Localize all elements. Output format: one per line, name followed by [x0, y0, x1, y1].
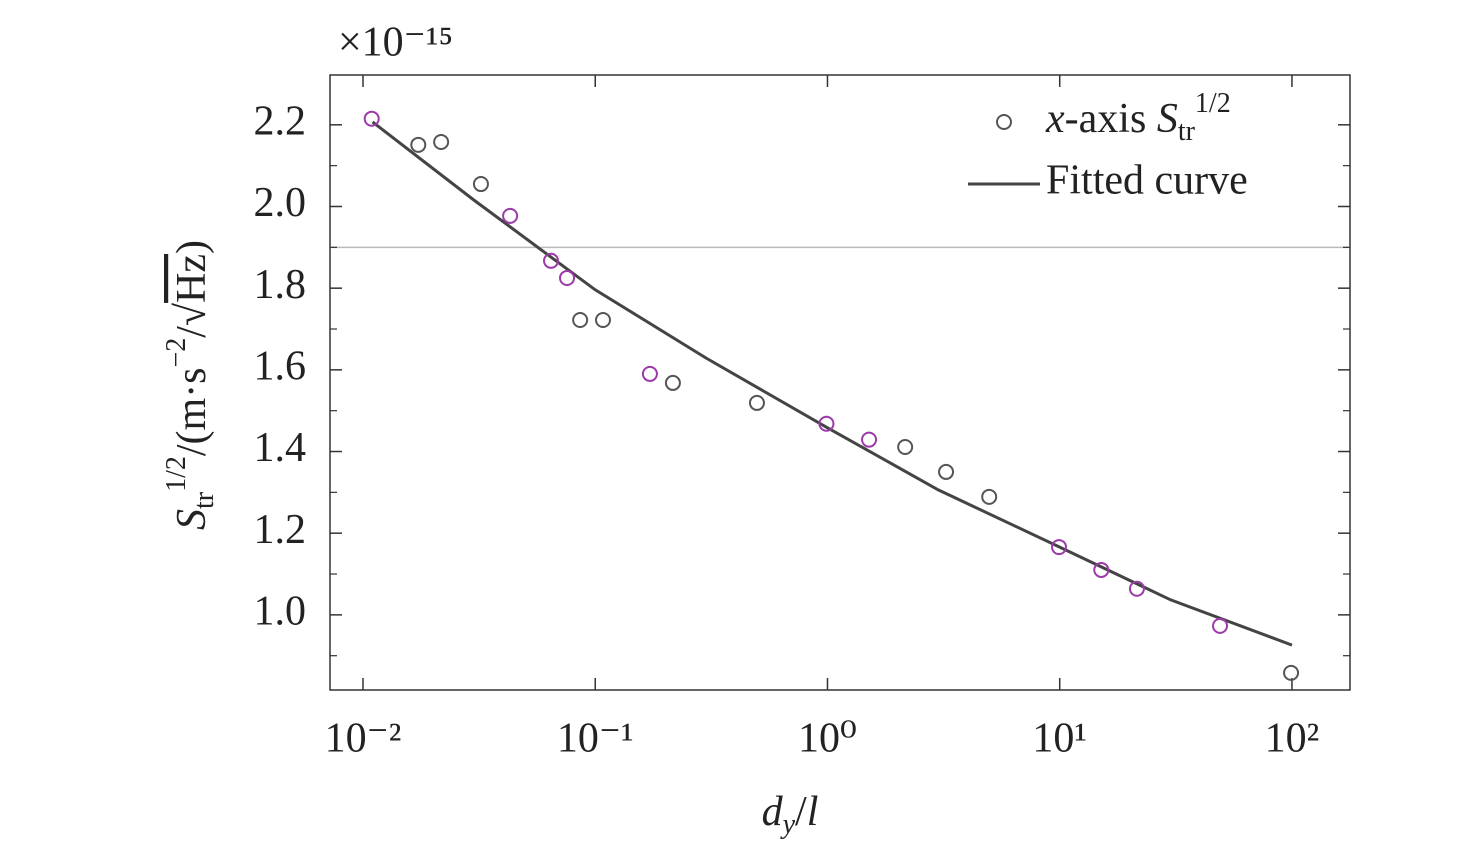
- label-part: Hz: [169, 254, 215, 303]
- label-part: S: [1157, 96, 1178, 142]
- data-point: [748, 394, 765, 411]
- data-point: [502, 207, 519, 224]
- data-point: [1212, 617, 1229, 634]
- data-point: [861, 431, 878, 448]
- data-point: [433, 133, 450, 150]
- x-axis-label: dy/l: [762, 789, 819, 841]
- label-part: tr: [1178, 116, 1196, 147]
- label-part: 1/2: [161, 456, 192, 492]
- label-part: x: [1045, 96, 1065, 142]
- label-part: 1/2: [1195, 88, 1231, 119]
- x-tick-label: 10¹: [1032, 716, 1087, 762]
- data-point: [572, 312, 589, 329]
- data-point: [1283, 664, 1300, 681]
- label-part: y: [780, 809, 796, 840]
- data-point: [594, 312, 611, 329]
- data-point: [363, 110, 380, 127]
- label-part: -axis: [1065, 96, 1157, 142]
- label-part: d: [762, 789, 784, 835]
- data-point: [664, 374, 681, 391]
- data-point: [641, 365, 658, 382]
- data-point: [410, 136, 427, 153]
- label-part: ): [169, 240, 215, 254]
- data-point: [1128, 580, 1145, 597]
- y-tick-label: 1.8: [254, 262, 307, 308]
- y-tick-label: 1.0: [254, 589, 307, 635]
- data-point: [1093, 561, 1110, 578]
- x-tick-label: 10²: [1265, 716, 1320, 762]
- legend-marker: [996, 114, 1012, 130]
- label-part: −2: [161, 338, 192, 368]
- data-point: [559, 269, 576, 286]
- label-part: /: [795, 789, 807, 835]
- x-tick-label: 10⁻²: [325, 716, 402, 762]
- data-point: [897, 439, 914, 456]
- y-axis-label: Str1/2/(m·s−2/√Hz): [161, 240, 220, 530]
- plot-frame: [329, 74, 1351, 691]
- x-tick-label: 10⁻¹: [557, 716, 634, 762]
- label-part: /√: [169, 302, 215, 338]
- y-tick-label: 1.6: [254, 343, 307, 389]
- multiplier: ×10⁻¹⁵: [338, 20, 453, 66]
- y-tick-label: 1.4: [254, 425, 307, 471]
- y-tick-label: 2.2: [254, 98, 307, 144]
- label-part: l: [807, 789, 819, 835]
- data-point: [938, 463, 955, 480]
- data-point: [818, 415, 835, 432]
- label-part: tr: [189, 491, 220, 509]
- data-point: [472, 176, 489, 193]
- label-part: S: [169, 509, 215, 530]
- data-point: [543, 252, 560, 269]
- legend-label: Fitted curve: [1046, 158, 1248, 204]
- data-point: [981, 488, 998, 505]
- legend-label: x-axis Str1/2: [1045, 88, 1231, 147]
- data-point: [1051, 539, 1068, 556]
- y-tick-label: 2.0: [254, 180, 307, 226]
- y-tick-label: 1.2: [254, 507, 307, 553]
- x-tick-label: 10⁰: [798, 716, 857, 762]
- label-part: /(m·s: [169, 367, 215, 456]
